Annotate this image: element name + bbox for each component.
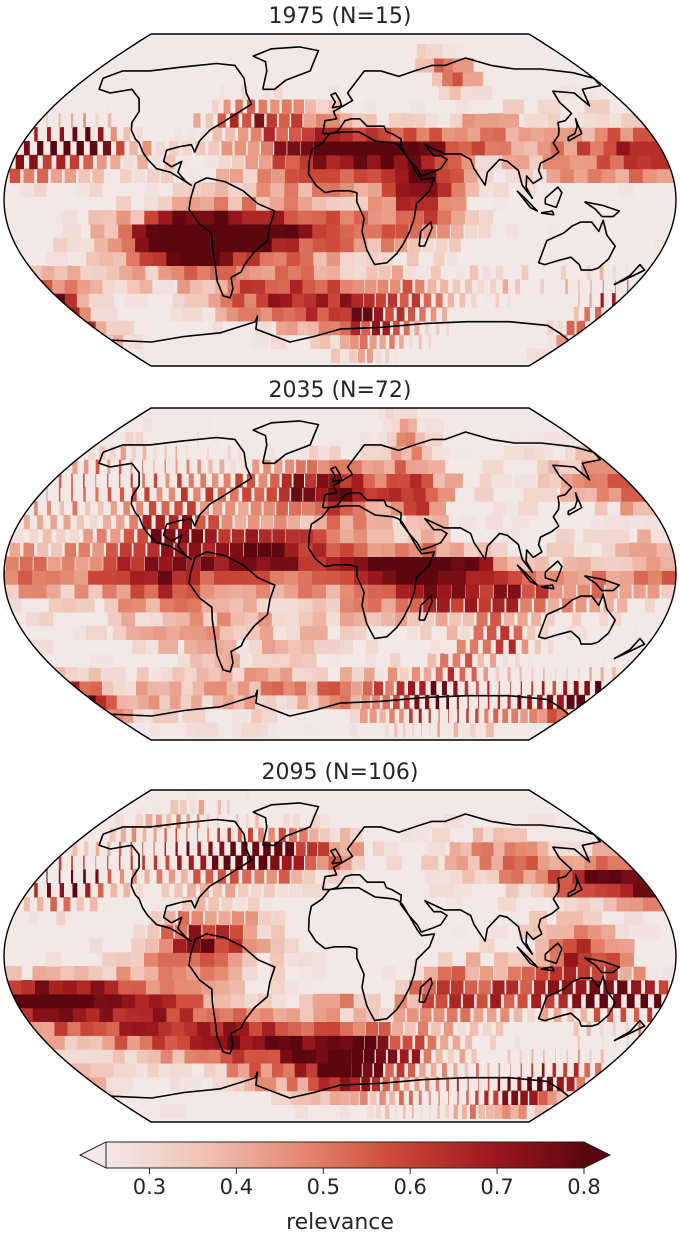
colorbar-tick-label: 0.6: [393, 1175, 427, 1199]
relevance-map-1975: [3, 33, 677, 367]
colorbar-tick-label: 0.8: [567, 1175, 601, 1199]
colorbar-tick-label: 0.4: [219, 1175, 254, 1199]
colorbar-tick-label: 0.5: [306, 1175, 340, 1199]
relevance-map-2095: [3, 789, 677, 1123]
panel-title-2035: 2035 (N=72): [268, 378, 412, 403]
panel-title-1975: 1975 (N=15): [268, 4, 412, 29]
panel-title-2095: 2095 (N=106): [261, 760, 419, 785]
relevance-map-2035: [3, 407, 677, 741]
colorbar-tick-label: 0.7: [480, 1175, 514, 1199]
colorbar-label: relevance: [286, 1210, 394, 1235]
colorbar-tick-label: 0.3: [132, 1175, 167, 1199]
